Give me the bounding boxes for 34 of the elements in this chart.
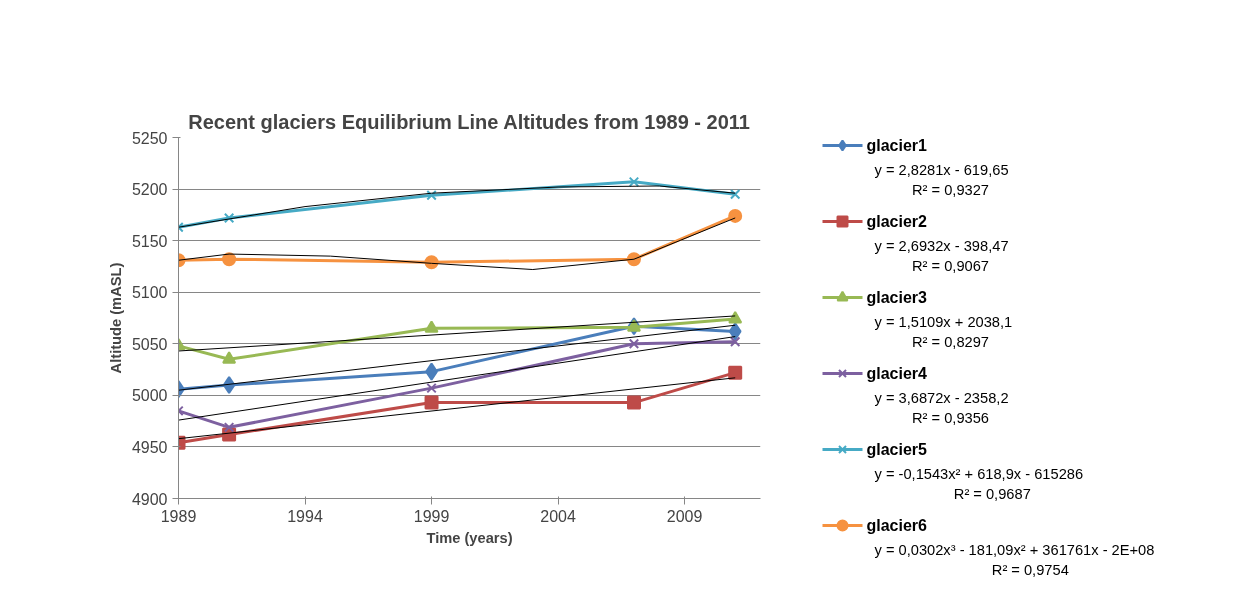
text: y = 3,6872x - 2358,2	[874, 389, 1009, 406]
x-tick-label: 1989	[160, 507, 197, 525]
text: R² = 0,9356	[912, 409, 989, 426]
legend-label: glacier6	[866, 517, 928, 534]
x-tick-label: 1994	[287, 507, 323, 525]
text: R² = 0,9687	[953, 485, 1031, 502]
y-tick-label: 5000	[131, 387, 168, 405]
y-tick-label: 4900	[131, 490, 168, 508]
y-tick-label: 4950	[131, 438, 168, 456]
x-tick-label: 2009	[666, 507, 703, 525]
text: R² = 0,9327	[912, 181, 989, 198]
x-tick-label: 1999	[413, 507, 450, 525]
legend-label: glacier1	[866, 137, 928, 154]
y-axis-title: Altitude (mASL)	[107, 262, 124, 374]
text: R² = 0,9754	[991, 561, 1069, 578]
legend-label: glacier4	[866, 365, 928, 382]
text: y = 1,5109x + 2038,1	[874, 313, 1013, 330]
legend-label: glacier5	[866, 441, 928, 458]
y-tick-label: 5050	[131, 335, 168, 353]
text: y = -0,1543x² + 618,9x - 615286	[874, 465, 1084, 482]
y-tick-label: 5150	[131, 232, 168, 250]
text: y = 2,8281x - 619,65	[874, 161, 1009, 178]
legend-label: glacier3	[866, 289, 928, 306]
x-axis-title: Time (years)	[426, 529, 513, 546]
text: y = 0,0302x³ - 181,09x² + 361761x - 2E+08	[874, 541, 1155, 558]
x-tick-label: 2004	[540, 507, 576, 525]
text: y = 2,6932x - 398,47	[874, 237, 1009, 254]
text: R² = 0,9067	[912, 257, 989, 274]
legend-label: glacier2	[866, 213, 928, 230]
y-tick-label: 5250	[131, 129, 168, 147]
text: R² = 0,8297	[912, 333, 989, 350]
chart-title: Recent glaciers Equilibrium Line Altitudes from 1989 - 2011	[188, 110, 750, 133]
y-tick-label: 5200	[131, 181, 168, 199]
y-tick-label: 5100	[131, 284, 168, 302]
